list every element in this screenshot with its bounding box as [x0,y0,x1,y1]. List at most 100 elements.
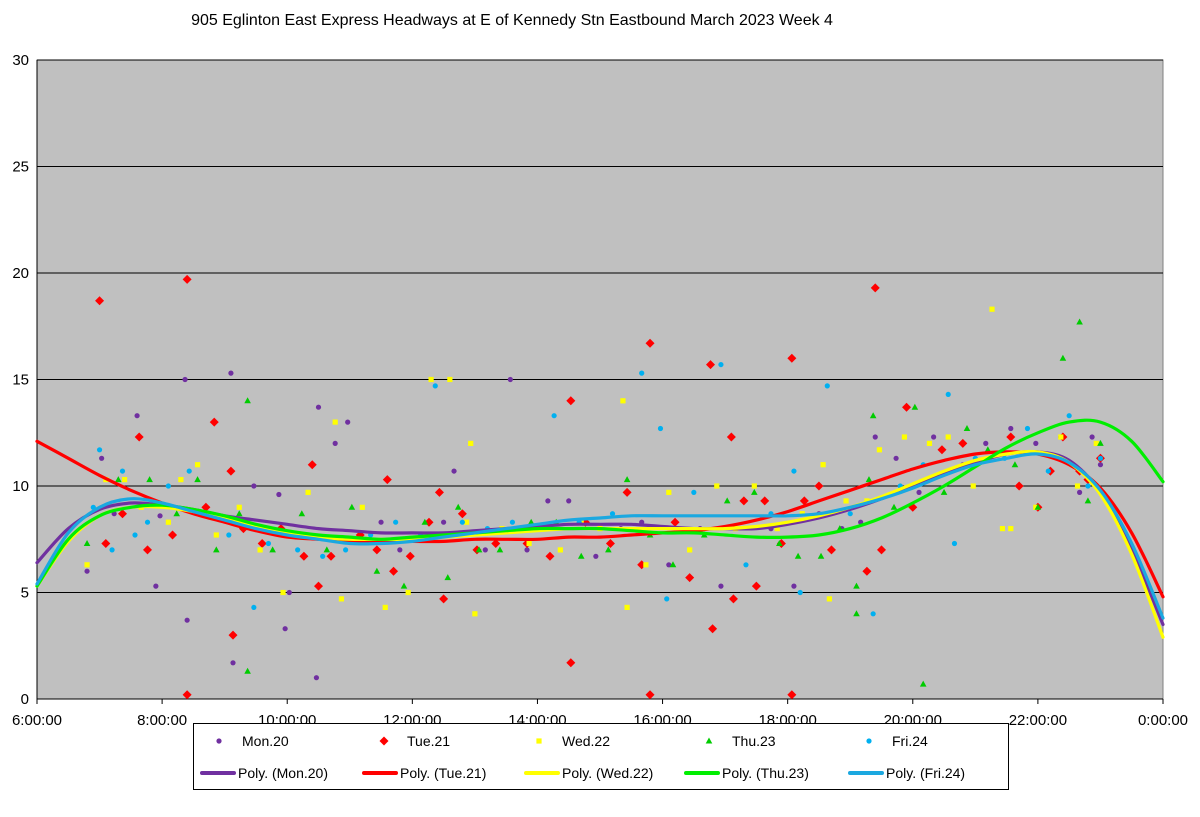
point-tue-21 [870,283,880,293]
point-wed-22 [428,376,434,383]
point-tue-21 [708,624,718,634]
point-thu-23 [577,552,585,559]
point-fri-24 [657,425,664,432]
point-tue-21 [826,545,836,555]
legend-item-tue-21: Tue.21 [369,727,450,755]
point-thu-23 [421,518,429,525]
point-tue-21 [491,539,501,549]
point-thu-23 [1011,461,1019,468]
point-thu-23 [173,510,181,517]
y-tick-label: 20 [12,265,29,282]
point-fri-24 [144,519,151,525]
point-thu-23 [83,540,91,547]
point-tue-21 [372,545,382,555]
y-tick-label: 15 [12,372,29,389]
point-tue-21 [405,551,415,561]
point-tue-21 [902,402,912,412]
point-fri-24 [1097,455,1104,461]
trendline-poly-tue-21 [35,439,1165,599]
point-fri-24 [551,413,557,419]
legend-line-swatch [682,759,722,787]
point-thu-23 [475,546,483,553]
point-mon-20 [315,404,322,410]
trendline-poly-thu-23 [35,418,1165,588]
legend-marker [216,738,222,744]
y-tick-label: 0 [21,691,29,708]
point-wed-22 [165,519,171,525]
point-thu-23 [911,403,919,410]
point-mon-20 [545,498,551,504]
legend-label: Thu.23 [732,733,776,749]
point-thu-23 [444,574,452,581]
point-thu-23 [348,503,356,510]
point-thu-23 [1034,503,1042,510]
point-thu-23 [1084,497,1092,504]
point-fri-24 [664,596,670,602]
point-tue-21 [958,438,968,448]
scatter-points [83,274,1105,700]
point-wed-22 [84,562,90,568]
point-fri-24 [609,511,616,517]
point-thu-23 [400,582,408,589]
point-mon-20 [893,455,899,461]
point-thu-23 [373,567,381,574]
point-fri-24 [96,447,103,453]
point-wed-22 [1074,483,1081,489]
point-mon-20 [157,513,163,519]
y-tick-label: 10 [12,478,29,495]
point-fri-24 [393,519,399,525]
point-wed-22 [405,589,411,596]
point-tue-21 [706,360,716,370]
point-tue-21 [389,566,399,576]
point-thu-23 [669,561,677,568]
point-fri-24 [870,611,876,617]
point-wed-22 [989,306,995,312]
point-thu-23 [623,476,631,483]
point-thu-23 [865,476,873,483]
point-fri-24 [824,383,830,389]
point-wed-22 [624,604,630,611]
point-wed-22 [970,483,976,489]
legend-label: Tue.21 [407,733,451,749]
point-mon-20 [1076,489,1083,495]
point-fri-24 [226,532,232,538]
point-tue-21 [751,581,761,591]
point-mon-20 [313,675,320,681]
point-wed-22 [447,376,453,383]
legend-label: Fri.24 [892,733,928,749]
legend-marker-shape [705,737,713,744]
point-wed-22 [213,532,219,538]
point-mon-20 [99,455,105,461]
legend-item-poly-wed-22: Poly. (Wed.22) [522,759,653,787]
point-wed-22 [901,434,908,440]
point-thu-23 [194,476,201,483]
y-tick-label: 25 [12,159,29,176]
gridlines [37,59,1163,593]
point-mon-20 [441,519,447,525]
point-mon-20 [482,547,488,553]
point-tue-21 [787,690,797,700]
point-tue-21 [799,496,809,506]
point-wed-22 [620,398,626,404]
point-tue-21 [257,539,267,549]
point-fri-24 [718,361,724,368]
point-tue-21 [726,432,736,442]
legend-item-thu-23: Thu.23 [694,727,776,755]
x-tick-label: 0:00:00 [1138,712,1188,729]
legend-line-swatch [846,759,886,787]
point-mon-20 [230,660,236,666]
legend-item-mon-20: Mon.20 [204,727,289,755]
trendline-poly-fri-24 [35,452,1165,620]
point-wed-22 [468,440,474,446]
point-fri-24 [265,540,272,547]
point-thu-23 [890,503,898,510]
point-mon-20 [791,583,797,589]
point-tue-21 [645,338,655,348]
point-fri-24 [1066,413,1072,419]
point-mon-20 [451,468,457,474]
point-fri-24 [509,519,516,525]
point-mon-20 [345,419,351,425]
point-thu-23 [963,424,971,431]
point-thu-23 [1097,439,1104,446]
